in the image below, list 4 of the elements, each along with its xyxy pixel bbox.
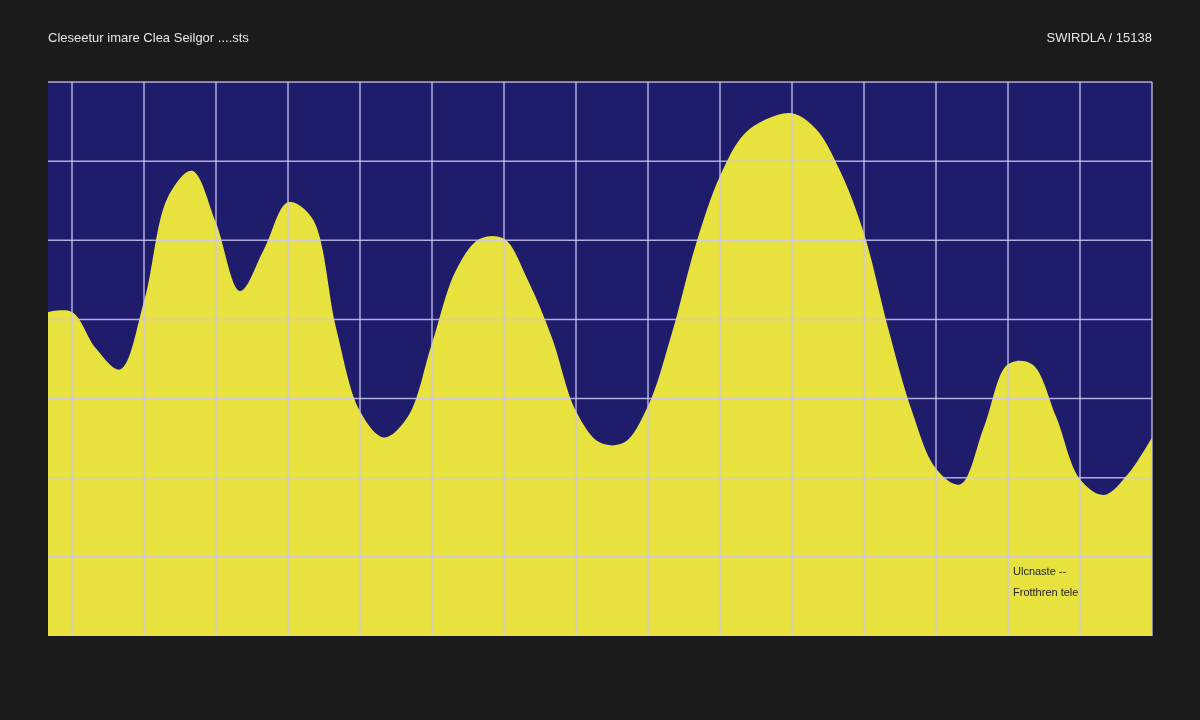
chart-title: Cleseetur imare Clea Seilgor ....sts <box>48 30 250 45</box>
annotation: Ulcnaste -- <box>1013 565 1067 577</box>
annotation: Frotthren tele <box>1013 586 1079 598</box>
text: SWIRDLA / 15138 <box>1046 30 1152 45</box>
